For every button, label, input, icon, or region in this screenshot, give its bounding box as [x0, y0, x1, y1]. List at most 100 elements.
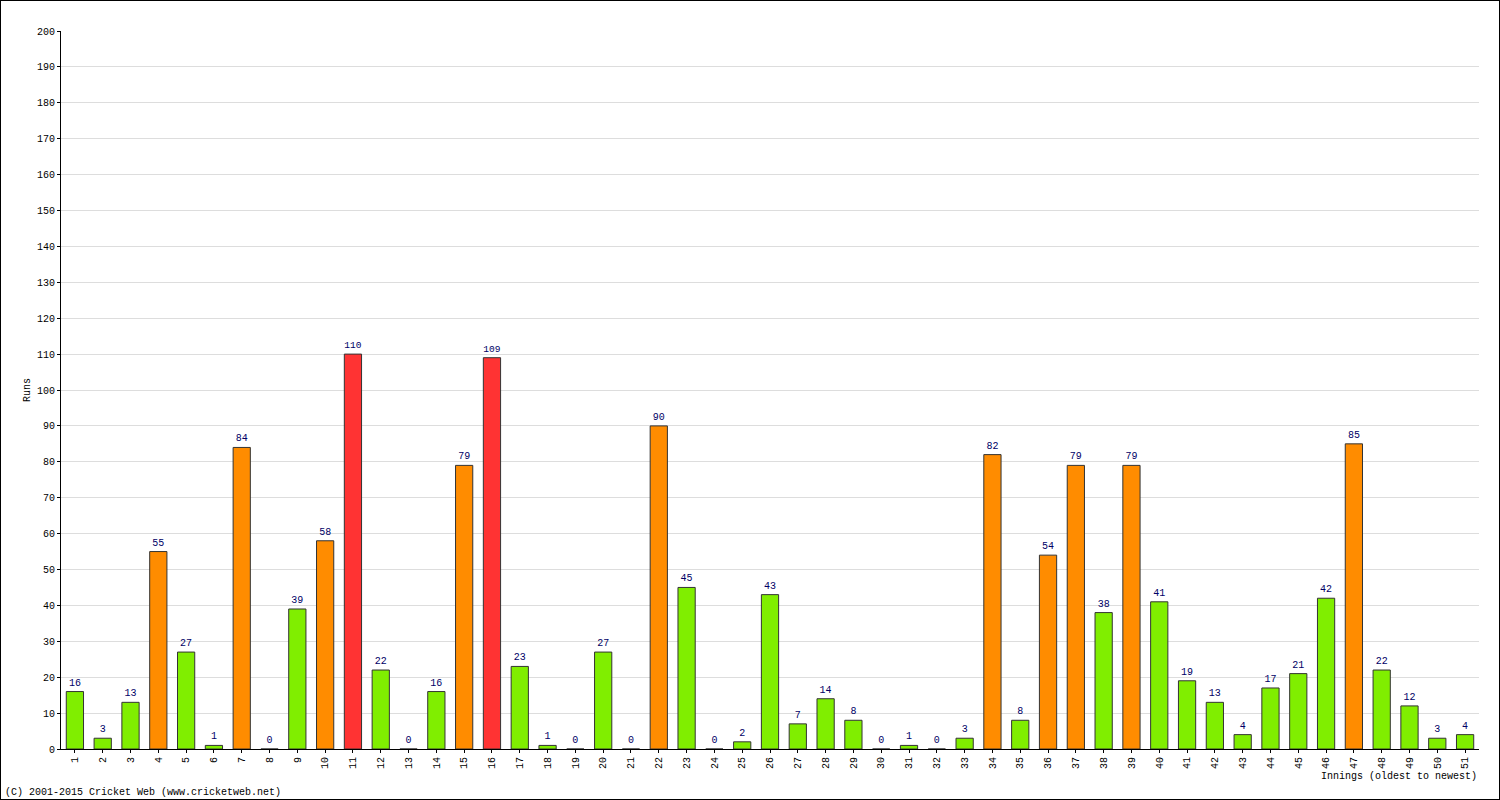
svg-text:43: 43: [1238, 757, 1249, 769]
svg-text:2: 2: [739, 728, 745, 739]
svg-text:2: 2: [98, 757, 109, 763]
svg-text:150: 150: [37, 206, 55, 217]
svg-text:40: 40: [43, 601, 55, 612]
svg-text:140: 140: [37, 242, 55, 253]
svg-text:41: 41: [1182, 757, 1193, 769]
svg-text:85: 85: [1348, 430, 1360, 441]
svg-text:14: 14: [820, 685, 832, 696]
svg-text:27: 27: [180, 638, 192, 649]
svg-text:0: 0: [49, 745, 55, 756]
svg-text:24: 24: [710, 757, 721, 769]
svg-text:58: 58: [319, 527, 331, 538]
svg-text:120: 120: [37, 314, 55, 325]
svg-text:3: 3: [962, 724, 968, 735]
svg-text:30: 30: [43, 637, 55, 648]
svg-text:13: 13: [404, 757, 415, 769]
svg-text:170: 170: [37, 134, 55, 145]
svg-text:50: 50: [1433, 757, 1444, 769]
svg-text:82: 82: [986, 441, 998, 452]
svg-text:44: 44: [1266, 757, 1277, 769]
svg-text:79: 79: [1070, 451, 1082, 462]
svg-text:34: 34: [988, 757, 999, 769]
svg-text:55: 55: [152, 538, 164, 549]
svg-text:79: 79: [458, 451, 470, 462]
svg-text:110: 110: [344, 340, 361, 351]
svg-text:130: 130: [37, 278, 55, 289]
svg-text:16: 16: [69, 678, 81, 689]
svg-text:36: 36: [1043, 757, 1054, 769]
svg-text:Runs: Runs: [22, 378, 33, 402]
svg-text:6: 6: [209, 757, 220, 763]
svg-text:19: 19: [1181, 667, 1193, 678]
svg-text:4: 4: [1240, 721, 1246, 732]
svg-text:33: 33: [960, 757, 971, 769]
svg-text:5: 5: [181, 757, 192, 763]
svg-text:0: 0: [878, 735, 884, 746]
svg-text:11: 11: [348, 757, 359, 769]
svg-text:60: 60: [43, 529, 55, 540]
svg-text:22: 22: [1376, 656, 1388, 667]
svg-text:20: 20: [43, 673, 55, 684]
svg-text:13: 13: [1209, 688, 1221, 699]
svg-text:41: 41: [1153, 588, 1165, 599]
svg-text:26: 26: [765, 757, 776, 769]
svg-text:47: 47: [1349, 757, 1360, 769]
svg-text:110: 110: [37, 350, 55, 361]
svg-text:10: 10: [43, 709, 55, 720]
svg-text:39: 39: [291, 595, 303, 606]
svg-text:15: 15: [459, 757, 470, 769]
svg-text:84: 84: [236, 433, 248, 444]
svg-text:32: 32: [932, 757, 943, 769]
svg-text:54: 54: [1042, 541, 1054, 552]
svg-text:3: 3: [1434, 724, 1440, 735]
svg-text:43: 43: [764, 581, 776, 592]
svg-text:45: 45: [681, 573, 693, 584]
svg-text:8: 8: [850, 706, 856, 717]
svg-text:1: 1: [545, 731, 551, 742]
svg-text:3: 3: [126, 757, 137, 763]
svg-text:49: 49: [1405, 757, 1416, 769]
svg-text:4: 4: [1462, 721, 1468, 732]
svg-text:10: 10: [320, 757, 331, 769]
svg-text:Innings (oldest to newest): Innings (oldest to newest): [1321, 771, 1477, 782]
svg-text:0: 0: [406, 735, 412, 746]
svg-text:18: 18: [543, 757, 554, 769]
svg-text:31: 31: [904, 757, 915, 769]
svg-text:17: 17: [1264, 674, 1276, 685]
svg-text:200: 200: [37, 27, 55, 38]
svg-text:13: 13: [125, 688, 137, 699]
svg-text:38: 38: [1099, 757, 1110, 769]
svg-text:80: 80: [43, 457, 55, 468]
svg-text:39: 39: [1127, 757, 1138, 769]
svg-text:0: 0: [572, 735, 578, 746]
svg-text:8: 8: [1017, 706, 1023, 717]
svg-text:19: 19: [571, 757, 582, 769]
svg-text:160: 160: [37, 170, 55, 181]
svg-text:45: 45: [1294, 757, 1305, 769]
svg-text:12: 12: [1403, 692, 1415, 703]
svg-text:51: 51: [1460, 757, 1471, 769]
svg-text:27: 27: [793, 757, 804, 769]
svg-text:3: 3: [100, 724, 106, 735]
svg-text:46: 46: [1321, 757, 1332, 769]
svg-text:29: 29: [849, 757, 860, 769]
svg-text:1: 1: [70, 757, 81, 763]
svg-text:1: 1: [211, 731, 217, 742]
svg-text:180: 180: [37, 98, 55, 109]
svg-text:100: 100: [37, 386, 55, 397]
svg-text:42: 42: [1320, 584, 1332, 595]
svg-text:(C) 2001-2015 Cricket Web (www: (C) 2001-2015 Cricket Web (www.cricketwe…: [5, 787, 281, 798]
svg-text:90: 90: [653, 412, 665, 423]
svg-text:70: 70: [43, 493, 55, 504]
svg-text:0: 0: [267, 735, 273, 746]
svg-text:1: 1: [906, 731, 912, 742]
svg-text:8: 8: [265, 757, 276, 763]
svg-text:27: 27: [597, 638, 609, 649]
svg-text:22: 22: [375, 656, 387, 667]
svg-text:90: 90: [43, 421, 55, 432]
svg-text:109: 109: [483, 344, 500, 355]
svg-text:190: 190: [37, 62, 55, 73]
svg-text:35: 35: [1015, 757, 1026, 769]
svg-text:16: 16: [430, 678, 442, 689]
svg-text:37: 37: [1071, 757, 1082, 769]
